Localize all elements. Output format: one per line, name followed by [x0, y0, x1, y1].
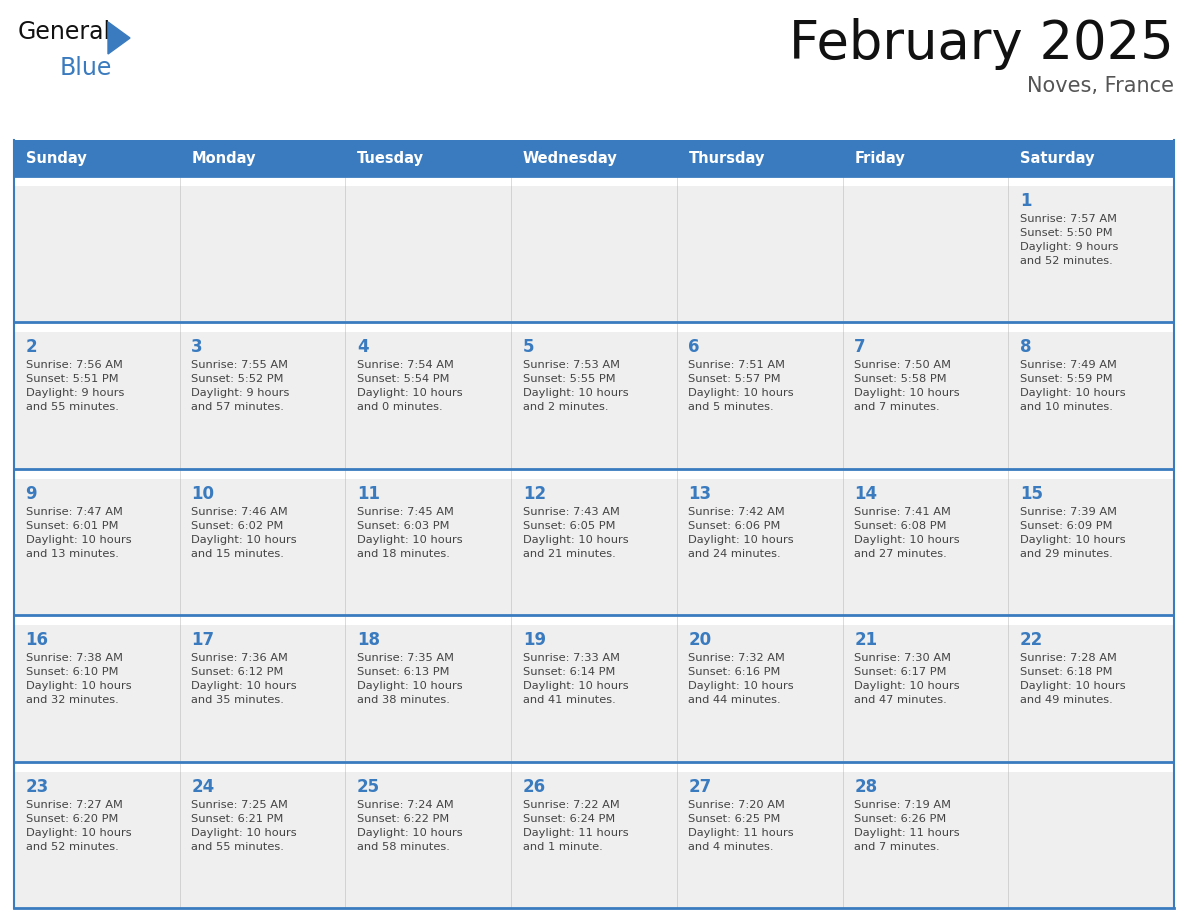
Text: 16: 16	[26, 632, 49, 649]
Bar	[14, 762, 1174, 908]
Bar	[14, 772, 1174, 908]
Text: 26: 26	[523, 778, 545, 796]
Text: General: General	[18, 20, 112, 44]
Text: Sunrise: 7:36 AM
Sunset: 6:12 PM
Daylight: 10 hours
and 35 minutes.: Sunrise: 7:36 AM Sunset: 6:12 PM Dayligh…	[191, 654, 297, 705]
Text: Sunrise: 7:30 AM
Sunset: 6:17 PM
Daylight: 10 hours
and 47 minutes.: Sunrise: 7:30 AM Sunset: 6:17 PM Dayligh…	[854, 654, 960, 705]
Text: Sunrise: 7:28 AM
Sunset: 6:18 PM
Daylight: 10 hours
and 49 minutes.: Sunrise: 7:28 AM Sunset: 6:18 PM Dayligh…	[1019, 654, 1125, 705]
Text: Sunrise: 7:25 AM
Sunset: 6:21 PM
Daylight: 10 hours
and 55 minutes.: Sunrise: 7:25 AM Sunset: 6:21 PM Dayligh…	[191, 800, 297, 852]
Text: 17: 17	[191, 632, 215, 649]
Text: 22: 22	[1019, 632, 1043, 649]
Text: Sunrise: 7:56 AM
Sunset: 5:51 PM
Daylight: 9 hours
and 55 minutes.: Sunrise: 7:56 AM Sunset: 5:51 PM Dayligh…	[26, 361, 124, 412]
Bar	[511, 140, 677, 176]
Text: Sunrise: 7:38 AM
Sunset: 6:10 PM
Daylight: 10 hours
and 32 minutes.: Sunrise: 7:38 AM Sunset: 6:10 PM Dayligh…	[26, 654, 131, 705]
Bar	[14, 140, 179, 176]
Text: Friday: Friday	[854, 151, 905, 165]
Text: 23: 23	[26, 778, 49, 796]
Text: Thursday: Thursday	[689, 151, 765, 165]
Text: 24: 24	[191, 778, 215, 796]
Text: February 2025: February 2025	[789, 18, 1174, 70]
Text: Sunrise: 7:41 AM
Sunset: 6:08 PM
Daylight: 10 hours
and 27 minutes.: Sunrise: 7:41 AM Sunset: 6:08 PM Dayligh…	[854, 507, 960, 559]
Text: Sunrise: 7:39 AM
Sunset: 6:09 PM
Daylight: 10 hours
and 29 minutes.: Sunrise: 7:39 AM Sunset: 6:09 PM Dayligh…	[1019, 507, 1125, 559]
Bar	[14, 615, 1174, 762]
Text: 6: 6	[689, 339, 700, 356]
Text: 25: 25	[358, 778, 380, 796]
Text: Sunrise: 7:33 AM
Sunset: 6:14 PM
Daylight: 10 hours
and 41 minutes.: Sunrise: 7:33 AM Sunset: 6:14 PM Dayligh…	[523, 654, 628, 705]
Text: 9: 9	[26, 485, 37, 503]
Bar	[14, 322, 1174, 469]
Text: Tuesday: Tuesday	[358, 151, 424, 165]
Text: Sunrise: 7:57 AM
Sunset: 5:50 PM
Daylight: 9 hours
and 52 minutes.: Sunrise: 7:57 AM Sunset: 5:50 PM Dayligh…	[1019, 214, 1118, 266]
Text: Sunrise: 7:35 AM
Sunset: 6:13 PM
Daylight: 10 hours
and 38 minutes.: Sunrise: 7:35 AM Sunset: 6:13 PM Dayligh…	[358, 654, 462, 705]
Polygon shape	[108, 22, 129, 54]
Text: Sunrise: 7:55 AM
Sunset: 5:52 PM
Daylight: 9 hours
and 57 minutes.: Sunrise: 7:55 AM Sunset: 5:52 PM Dayligh…	[191, 361, 290, 412]
Text: 8: 8	[1019, 339, 1031, 356]
Text: Sunrise: 7:20 AM
Sunset: 6:25 PM
Daylight: 11 hours
and 4 minutes.: Sunrise: 7:20 AM Sunset: 6:25 PM Dayligh…	[689, 800, 794, 852]
Text: 27: 27	[689, 778, 712, 796]
Text: 10: 10	[191, 485, 214, 503]
Text: Sunrise: 7:24 AM
Sunset: 6:22 PM
Daylight: 10 hours
and 58 minutes.: Sunrise: 7:24 AM Sunset: 6:22 PM Dayligh…	[358, 800, 462, 852]
Text: Sunrise: 7:49 AM
Sunset: 5:59 PM
Daylight: 10 hours
and 10 minutes.: Sunrise: 7:49 AM Sunset: 5:59 PM Dayligh…	[1019, 361, 1125, 412]
Text: Sunrise: 7:42 AM
Sunset: 6:06 PM
Daylight: 10 hours
and 24 minutes.: Sunrise: 7:42 AM Sunset: 6:06 PM Dayligh…	[689, 507, 794, 559]
Bar	[14, 332, 1174, 469]
Bar	[14, 186, 1174, 322]
Text: 5: 5	[523, 339, 535, 356]
Text: Sunrise: 7:50 AM
Sunset: 5:58 PM
Daylight: 10 hours
and 7 minutes.: Sunrise: 7:50 AM Sunset: 5:58 PM Dayligh…	[854, 361, 960, 412]
Text: 28: 28	[854, 778, 877, 796]
Text: Sunrise: 7:43 AM
Sunset: 6:05 PM
Daylight: 10 hours
and 21 minutes.: Sunrise: 7:43 AM Sunset: 6:05 PM Dayligh…	[523, 507, 628, 559]
Text: Sunrise: 7:32 AM
Sunset: 6:16 PM
Daylight: 10 hours
and 44 minutes.: Sunrise: 7:32 AM Sunset: 6:16 PM Dayligh…	[689, 654, 794, 705]
Text: Blue: Blue	[61, 56, 113, 80]
Text: Sunrise: 7:45 AM
Sunset: 6:03 PM
Daylight: 10 hours
and 18 minutes.: Sunrise: 7:45 AM Sunset: 6:03 PM Dayligh…	[358, 507, 462, 559]
Text: Sunrise: 7:54 AM
Sunset: 5:54 PM
Daylight: 10 hours
and 0 minutes.: Sunrise: 7:54 AM Sunset: 5:54 PM Dayligh…	[358, 361, 462, 412]
Text: 4: 4	[358, 339, 368, 356]
Text: 18: 18	[358, 632, 380, 649]
Text: Sunrise: 7:19 AM
Sunset: 6:26 PM
Daylight: 11 hours
and 7 minutes.: Sunrise: 7:19 AM Sunset: 6:26 PM Dayligh…	[854, 800, 960, 852]
Text: Sunrise: 7:47 AM
Sunset: 6:01 PM
Daylight: 10 hours
and 13 minutes.: Sunrise: 7:47 AM Sunset: 6:01 PM Dayligh…	[26, 507, 131, 559]
Bar	[1009, 140, 1174, 176]
Text: Sunrise: 7:51 AM
Sunset: 5:57 PM
Daylight: 10 hours
and 5 minutes.: Sunrise: 7:51 AM Sunset: 5:57 PM Dayligh…	[689, 361, 794, 412]
Text: 14: 14	[854, 485, 877, 503]
Text: Saturday: Saturday	[1019, 151, 1094, 165]
Text: 20: 20	[689, 632, 712, 649]
Text: Sunrise: 7:53 AM
Sunset: 5:55 PM
Daylight: 10 hours
and 2 minutes.: Sunrise: 7:53 AM Sunset: 5:55 PM Dayligh…	[523, 361, 628, 412]
Text: 15: 15	[1019, 485, 1043, 503]
Text: Noves, France: Noves, France	[1026, 76, 1174, 96]
Text: Wednesday: Wednesday	[523, 151, 618, 165]
Text: Sunday: Sunday	[26, 151, 87, 165]
Bar	[14, 176, 1174, 322]
Bar	[14, 625, 1174, 762]
Text: 11: 11	[358, 485, 380, 503]
Text: 7: 7	[854, 339, 866, 356]
Text: 13: 13	[689, 485, 712, 503]
Text: Sunrise: 7:27 AM
Sunset: 6:20 PM
Daylight: 10 hours
and 52 minutes.: Sunrise: 7:27 AM Sunset: 6:20 PM Dayligh…	[26, 800, 131, 852]
Bar	[179, 140, 346, 176]
Bar	[842, 140, 1009, 176]
Bar	[346, 140, 511, 176]
Text: 1: 1	[1019, 192, 1031, 210]
Text: 21: 21	[854, 632, 877, 649]
Text: Sunrise: 7:46 AM
Sunset: 6:02 PM
Daylight: 10 hours
and 15 minutes.: Sunrise: 7:46 AM Sunset: 6:02 PM Dayligh…	[191, 507, 297, 559]
Text: Monday: Monday	[191, 151, 255, 165]
Text: 12: 12	[523, 485, 545, 503]
Text: Sunrise: 7:22 AM
Sunset: 6:24 PM
Daylight: 11 hours
and 1 minute.: Sunrise: 7:22 AM Sunset: 6:24 PM Dayligh…	[523, 800, 628, 852]
Bar	[677, 140, 842, 176]
Bar	[14, 469, 1174, 615]
Bar	[14, 479, 1174, 615]
Text: 2: 2	[26, 339, 37, 356]
Text: 3: 3	[191, 339, 203, 356]
Text: 19: 19	[523, 632, 545, 649]
